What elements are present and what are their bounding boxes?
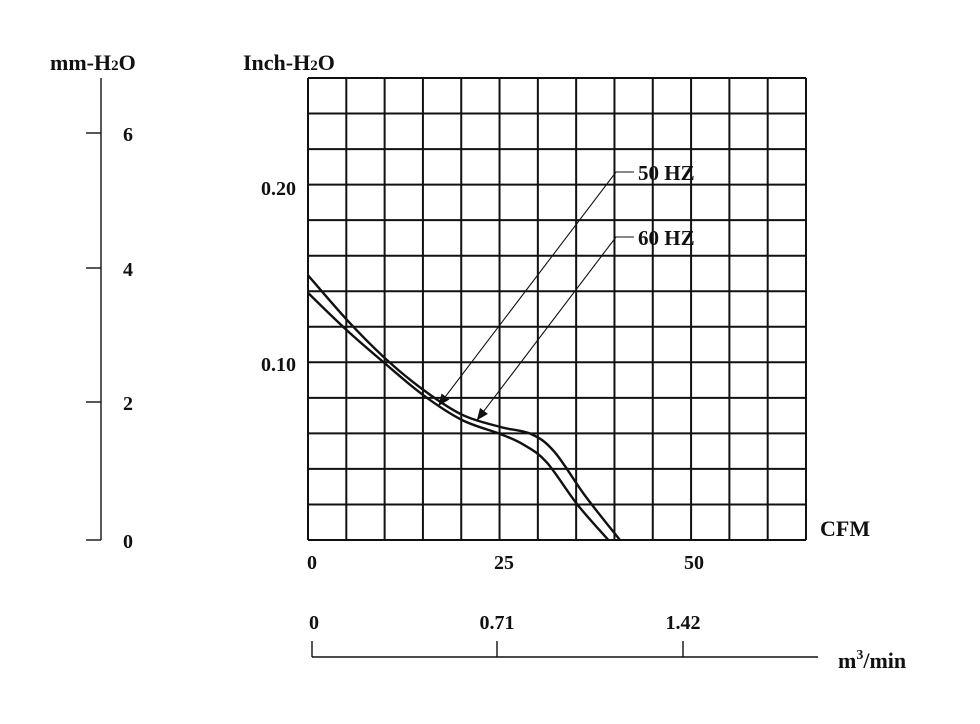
x-tick-label: 0 <box>307 552 317 574</box>
series-label-60hz: 60 HZ <box>638 226 695 250</box>
mm-tick-label: 2 <box>123 393 133 415</box>
axes-layer <box>86 78 818 658</box>
mm-tick-label: 0 <box>123 531 133 553</box>
y-tick-label: 0.20 <box>261 178 296 200</box>
x-tick-label: 50 <box>684 552 704 574</box>
y-right-axis-title: Inch-H2O <box>243 50 335 75</box>
x-axis-title: CFM <box>820 516 870 541</box>
x2-tick-label: 0 <box>309 612 319 634</box>
leader-arrow-50hz <box>438 171 634 406</box>
leader-arrow-60hz <box>476 236 634 421</box>
y-left-axis-title: mm-H2O <box>50 50 136 75</box>
mm-tick-label: 6 <box>123 124 133 146</box>
x2-tick-label: 1.42 <box>666 612 701 634</box>
x2-tick-label: 0.71 <box>480 612 515 634</box>
curves-layer <box>307 171 634 541</box>
series-label-50hz: 50 HZ <box>638 161 695 185</box>
series-line-50hz <box>307 292 610 541</box>
series-line-60hz <box>307 274 621 541</box>
y-tick-label: 0.10 <box>261 354 296 376</box>
mm-tick-label: 4 <box>123 259 133 281</box>
x2-axis-title: m3/min <box>838 648 906 673</box>
plot-grid <box>307 77 807 541</box>
x-tick-label: 25 <box>494 552 514 574</box>
